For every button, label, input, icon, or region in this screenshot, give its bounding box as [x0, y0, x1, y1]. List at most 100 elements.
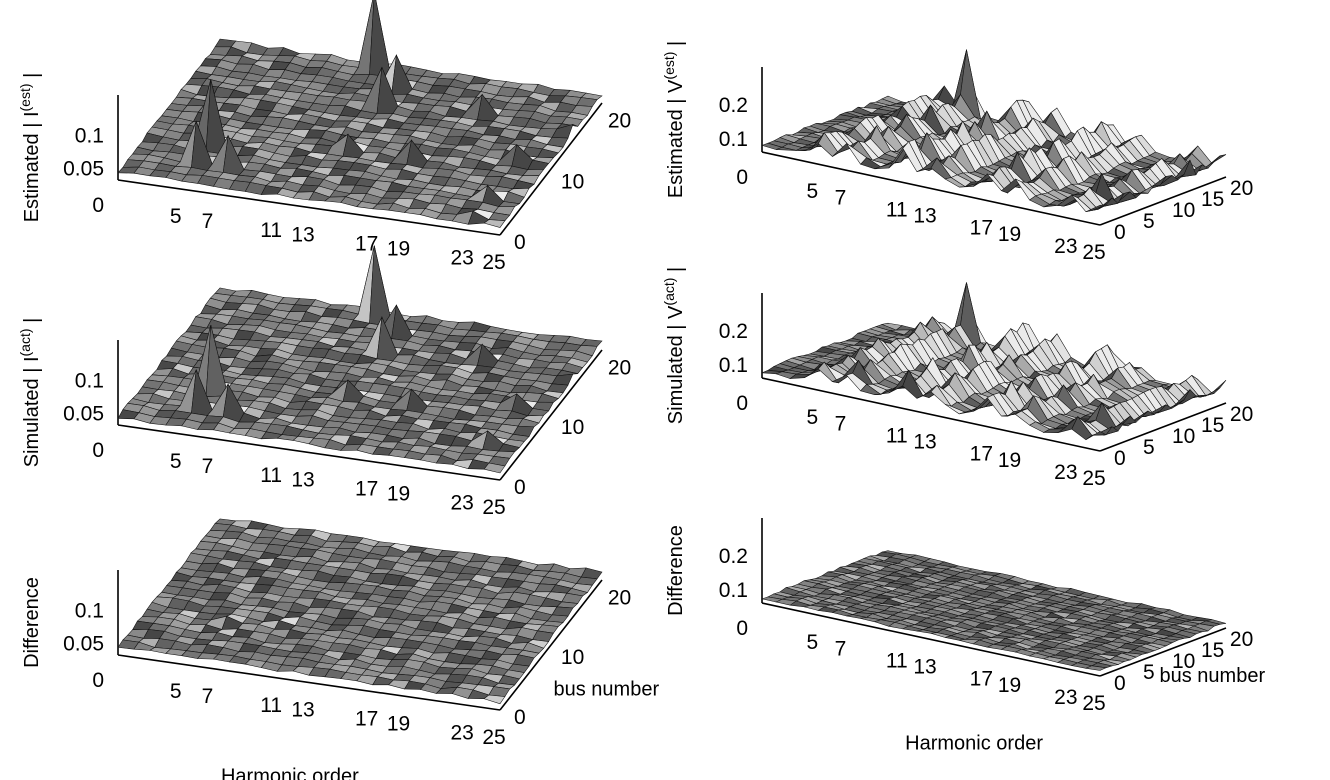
x-tick-label: 5: [806, 631, 818, 654]
x-tick-label: 5: [170, 205, 182, 228]
z-tick-label: 0.1: [719, 354, 748, 377]
x-tick-label: 7: [835, 637, 847, 660]
x-tick-label: 13: [291, 224, 314, 247]
voltage-difference-x-axis: [761, 602, 1101, 677]
voltage-estimated-y-axis: [1099, 176, 1227, 226]
y-axis-label: bus number: [1160, 665, 1266, 687]
x-tick-label: 13: [913, 656, 936, 679]
x-tick-label: 11: [886, 649, 908, 672]
y-axis-label: bus number: [554, 679, 660, 701]
voltage-difference-y-axis: [1099, 627, 1227, 677]
x-tick-label: 13: [291, 469, 314, 492]
voltage-estimated-x-axis: [761, 151, 1101, 226]
surface-facet: [483, 462, 506, 474]
x-tick-label: 23: [1054, 461, 1077, 484]
x-tick-label: 19: [387, 237, 410, 260]
z-tick-label: 0: [736, 617, 748, 640]
voltage-simulated-surface: [761, 282, 1227, 441]
current-estimated-x-axis: [117, 179, 501, 236]
x-tick-label: 19: [998, 223, 1021, 246]
x-tick-label: 13: [913, 205, 936, 228]
current-simulated-panel: 5 7 11 13 17 19 23 25 0 10 20 0 0.05 0.1 Simulated | I…: [17, 245, 631, 519]
z-tick-label: 0.1: [75, 125, 104, 148]
current-simulated-x-axis: [117, 424, 501, 481]
x-tick-label: 7: [202, 210, 214, 233]
surface-facet: [483, 219, 506, 228]
x-tick-label: 19: [998, 674, 1021, 697]
x-tick-label: 19: [387, 712, 410, 735]
x-tick-label: 17: [970, 443, 993, 466]
x-tick-label: 17: [355, 233, 378, 256]
y-tick-label: 10: [1172, 425, 1195, 448]
z-tick-label: 0.1: [719, 579, 748, 602]
y-tick-label: 0: [1114, 221, 1126, 244]
y-tick-label: 10: [1172, 199, 1195, 222]
x-axis-label: Harmonic order: [221, 766, 359, 780]
z-tick-label: 0.1: [719, 128, 748, 151]
y-tick-label: 10: [561, 416, 584, 439]
current-estimated-panel: 5 7 11 13 17 19 23 25 0 10 20 0 0.05 0.1 Estimated | I…: [17, 0, 631, 274]
x-tick-label: 5: [170, 450, 182, 473]
x-axis-label: Harmonic order: [905, 733, 1043, 755]
z-axis-label: Simulated | V(act) |: [661, 267, 687, 424]
surface-facet: [1085, 431, 1107, 441]
y-tick-label: 5: [1143, 210, 1155, 233]
current-simulated-surface: [117, 245, 603, 474]
x-tick-label: 13: [291, 699, 314, 722]
x-tick-label: 17: [970, 217, 993, 240]
y-tick-label: 15: [1201, 414, 1224, 437]
z-axis-label: Simulated | I(act) |: [17, 318, 43, 468]
voltage-simulated-x-axis: [761, 377, 1101, 452]
x-tick-label: 13: [913, 431, 936, 454]
z-axis-label: Difference: [665, 525, 687, 616]
surface-facet: [483, 694, 506, 705]
z-tick-label: 0.05: [63, 157, 104, 180]
voltage-difference-surface: [760, 550, 1227, 671]
x-tick-label: 25: [482, 726, 505, 749]
x-tick-label: 25: [1082, 692, 1105, 715]
current-difference-surface: [117, 518, 603, 705]
y-tick-label: 20: [1230, 628, 1253, 651]
x-tick-label: 5: [806, 406, 818, 429]
current-estimated-y-axis: [499, 102, 603, 236]
x-tick-label: 7: [835, 186, 847, 209]
y-tick-label: 5: [1143, 661, 1155, 684]
y-tick-label: 0: [1114, 672, 1126, 695]
y-tick-label: 15: [1201, 639, 1224, 662]
x-tick-label: 5: [170, 680, 182, 703]
current-simulated-y-axis: [499, 349, 603, 481]
z-tick-label: 0.1: [75, 600, 104, 623]
y-tick-label: 10: [561, 646, 584, 669]
y-tick-label: 5: [1143, 436, 1155, 459]
x-tick-label: 23: [1054, 686, 1077, 709]
voltage-simulated-y-axis: [1099, 402, 1227, 452]
z-tick-label: 0.2: [719, 94, 748, 117]
x-tick-label: 25: [482, 251, 505, 274]
x-tick-label: 25: [1082, 467, 1105, 490]
z-tick-label: 0.05: [63, 632, 104, 655]
y-tick-label: 10: [1172, 650, 1195, 673]
voltage-estimated-surface: [761, 49, 1227, 213]
z-tick-label: 0: [92, 439, 104, 462]
y-tick-label: 10: [561, 170, 584, 193]
z-tick-label: 0.2: [719, 320, 748, 343]
z-tick-label: 0: [92, 194, 104, 217]
x-tick-label: 23: [450, 721, 473, 744]
y-tick-label: 20: [608, 356, 631, 379]
z-axis-label: Estimated | V(est) |: [661, 41, 687, 198]
current-estimated-surface: [117, 0, 603, 228]
y-tick-label: 0: [514, 231, 526, 254]
y-tick-label: 20: [608, 110, 631, 133]
x-tick-label: 17: [355, 478, 378, 501]
y-tick-label: 20: [1230, 403, 1253, 426]
x-tick-label: 17: [970, 668, 993, 691]
x-tick-label: 11: [886, 424, 908, 447]
y-tick-label: 0: [1114, 447, 1126, 470]
z-tick-label: 0: [92, 669, 104, 692]
x-tick-label: 25: [1082, 241, 1105, 264]
x-tick-label: 23: [450, 491, 473, 514]
